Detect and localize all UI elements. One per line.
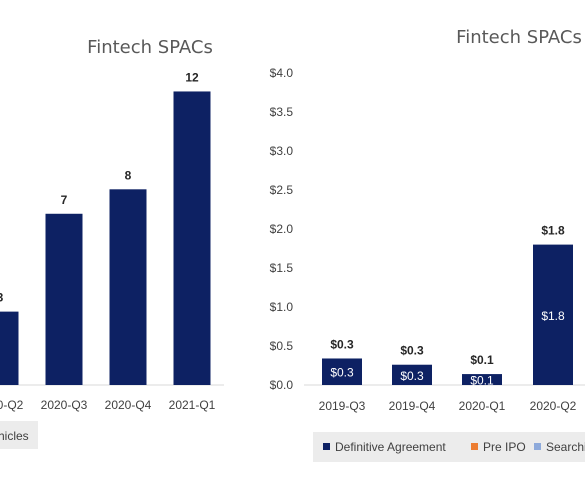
right-y-tick: $1.5 (270, 261, 294, 275)
right-y-tick: $0.0 (270, 378, 294, 392)
right-y-tick: $2.0 (270, 222, 294, 236)
left-bar-2020-Q2 (0, 311, 19, 385)
left-x-tick-2020-Q4: 2020-Q4 (105, 398, 152, 412)
right-y-tick: $3.0 (270, 144, 294, 158)
legend-swatch-0 (323, 443, 330, 450)
left-bar-2021-Q1 (173, 91, 211, 385)
right-inner-label-2019-Q3: $0.3 (330, 366, 354, 380)
left-data-label-2020-Q3: 7 (61, 193, 68, 207)
right-bar-2020-Q1 (462, 374, 502, 385)
left-bar-2020-Q4 (109, 189, 147, 385)
left-bar-2020-Q3 (45, 213, 83, 385)
right-y-tick: $1.0 (270, 300, 294, 314)
right-bar-2019-Q4 (392, 364, 432, 385)
right-y-tick: $0.5 (270, 339, 294, 353)
left-chart-title: Fintech SPACs (87, 37, 213, 58)
left-data-label-2021-Q1: 12 (185, 70, 199, 84)
left-data-label-2020-Q4: 8 (125, 168, 132, 182)
legend-label-0: Definitive Agreement (335, 440, 446, 454)
right-total-label-2019-Q4: $0.3 (400, 344, 424, 358)
right-inner-label-2019-Q4: $0.3 (400, 369, 424, 383)
left-x-tick-2020-Q2: 2020-Q2 (0, 398, 24, 412)
left-x-tick-2020-Q3: 2020-Q3 (41, 398, 88, 412)
left-legend-label: hicles (0, 429, 29, 443)
right-y-axis-ticks: $0.0 $0.5 $1.0 $1.5 $2.0 $2.5 $3.0 $3.5 $4.0 (270, 66, 294, 392)
left-data-label-2020-Q2: 3 (0, 291, 4, 305)
right-bars: $0.3 $0.3 2019-Q3 $0.3 $0.3 2019-Q4 $0.1 $0.1 20… (319, 224, 577, 413)
right-x-tick-2020-Q2: 2020-Q2 (530, 399, 577, 413)
legend-swatch-2 (534, 443, 541, 450)
right-y-tick: $2.5 (270, 183, 294, 197)
right-total-label-2020-Q1: $0.1 (470, 353, 494, 367)
right-inner-label-2020-Q1: $0.1 (470, 374, 494, 388)
right-legend: Definitive Agreement Pre IPO Searchi (323, 440, 585, 454)
legend-label-2: Searchi (546, 440, 585, 454)
right-x-tick-2019-Q3: 2019-Q3 (319, 399, 366, 413)
right-x-tick-2020-Q1: 2020-Q1 (459, 399, 506, 413)
right-total-label-2019-Q3: $0.3 (330, 337, 354, 351)
left-chart: Fintech SPACs 3 2020-Q2 7 2020-Q3 8 2020-Q4 12… (0, 37, 224, 449)
legend-label-1: Pre IPO (483, 440, 526, 454)
left-x-tick-2021-Q1: 2021-Q1 (169, 398, 216, 412)
right-x-tick-2019-Q4: 2019-Q4 (389, 399, 436, 413)
right-y-tick: $3.5 (270, 105, 294, 119)
right-y-tick: $4.0 (270, 66, 294, 80)
right-chart: Fintech SPACs $0.0 $0.5 $1.0 $1.5 $2.0 $2.5 $3… (270, 27, 585, 462)
legend-swatch-1 (471, 443, 478, 450)
right-inner-label-2020-Q2: $1.8 (541, 309, 565, 323)
right-chart-title: Fintech SPACs (456, 27, 582, 48)
right-bar-2020-Q2 (533, 244, 573, 385)
left-bars: 3 2020-Q2 7 2020-Q3 8 2020-Q4 12 2021-Q1 (0, 70, 216, 412)
right-total-label-2020-Q2: $1.8 (541, 224, 565, 238)
left-legend-box (0, 421, 38, 449)
right-bar-2019-Q3 (322, 358, 362, 385)
